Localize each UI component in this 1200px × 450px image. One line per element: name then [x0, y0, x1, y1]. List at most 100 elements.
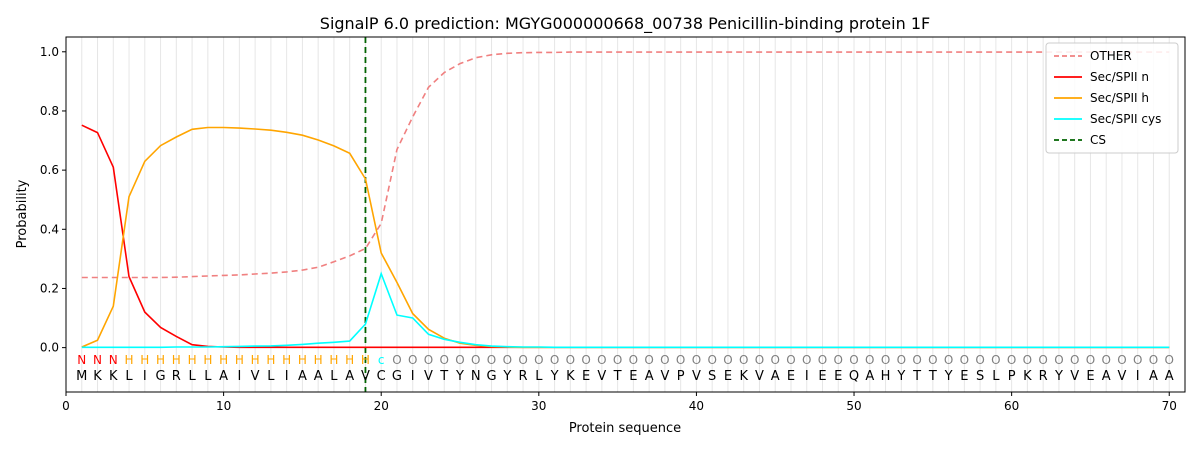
- region-label: O: [566, 353, 575, 367]
- region-label: O: [613, 353, 622, 367]
- region-label: H: [235, 353, 244, 367]
- residue-label: V: [597, 369, 606, 384]
- residue-label: A: [771, 369, 780, 384]
- residue-label: A: [298, 369, 307, 384]
- region-label: N: [77, 353, 86, 367]
- series-line-3: [81, 271, 1170, 349]
- region-label: O: [1007, 353, 1016, 367]
- residue-label: I: [805, 369, 809, 384]
- region-label: H: [188, 353, 197, 367]
- residue-label: G: [156, 369, 166, 384]
- region-label: O: [518, 353, 527, 367]
- residue-label: A: [345, 369, 354, 384]
- residue-label: P: [1008, 369, 1016, 384]
- residue-label: R: [519, 369, 528, 384]
- y-tick-label: 0.0: [40, 341, 59, 355]
- region-label: O: [692, 353, 701, 367]
- residue-label: S: [708, 369, 716, 384]
- region-label: O: [707, 353, 716, 367]
- region-label: O: [597, 353, 606, 367]
- region-label: O: [1054, 353, 1063, 367]
- region-label: H: [266, 353, 275, 367]
- region-label: O: [534, 353, 543, 367]
- residue-label: L: [188, 369, 196, 384]
- residue-label: Y: [944, 369, 953, 384]
- region-label: O: [1023, 353, 1032, 367]
- legend-label: CS: [1090, 133, 1106, 147]
- residue-label: L: [992, 369, 1000, 384]
- region-label: N: [109, 353, 118, 367]
- residue-label: V: [361, 369, 370, 384]
- residue-label: E: [787, 369, 795, 384]
- residue-label: V: [1070, 369, 1079, 384]
- residue-label: A: [1149, 369, 1158, 384]
- residue-label: T: [928, 369, 937, 384]
- legend: OTHER Sec/SPII n Sec/SPII h Sec/SPII cys CS: [1045, 42, 1179, 154]
- residue-label: L: [267, 369, 275, 384]
- residue-label: L: [535, 369, 543, 384]
- region-label: O: [770, 353, 779, 367]
- region-label: O: [834, 353, 843, 367]
- residue-label: A: [314, 369, 323, 384]
- sequence-labels: NMNKNKHLHIHGHRHLHLHAHIHVHLHIHAHAHLHAHVcC…: [76, 353, 1174, 384]
- y-axis-ticks: 0.0 0.2 0.4 0.6 0.8 1.0: [40, 45, 66, 355]
- legend-label: OTHER: [1090, 49, 1132, 63]
- series-line-0: [81, 51, 1170, 279]
- residue-label: L: [204, 369, 212, 384]
- region-label: O: [1149, 353, 1158, 367]
- region-label: H: [314, 353, 323, 367]
- region-label: O: [503, 353, 512, 367]
- x-tick-label: 50: [846, 399, 861, 413]
- residue-label: E: [582, 369, 590, 384]
- x-tick-label: 10: [216, 399, 231, 413]
- x-axis-ticks: 0 10 20 30 40 50 60 70: [62, 392, 1177, 413]
- legend-box: [1045, 42, 1179, 154]
- series-lines: [81, 51, 1170, 349]
- residue-label: I: [237, 369, 241, 384]
- residue-label: E: [960, 369, 968, 384]
- region-label: H: [251, 353, 260, 367]
- region-label: O: [755, 353, 764, 367]
- residue-label: R: [1039, 369, 1048, 384]
- region-label: O: [440, 353, 449, 367]
- y-tick-label: 1.0: [40, 45, 59, 59]
- region-label: O: [1070, 353, 1079, 367]
- residue-label: K: [1023, 369, 1032, 384]
- residue-label: E: [818, 369, 826, 384]
- residue-label: E: [1086, 369, 1094, 384]
- residue-label: A: [1102, 369, 1111, 384]
- residue-label: A: [865, 369, 874, 384]
- region-label: O: [739, 353, 748, 367]
- residue-label: K: [566, 369, 575, 384]
- region-label: O: [991, 353, 1000, 367]
- y-tick-label: 0.8: [40, 104, 59, 118]
- region-label: O: [802, 353, 811, 367]
- region-label: O: [392, 353, 401, 367]
- y-tick-label: 0.4: [40, 222, 59, 236]
- region-label: O: [1038, 353, 1047, 367]
- residue-label: I: [1136, 369, 1140, 384]
- residue-label: L: [330, 369, 338, 384]
- residue-label: Y: [455, 369, 464, 384]
- residue-label: C: [377, 369, 386, 384]
- region-label: H: [345, 353, 354, 367]
- residue-label: R: [172, 369, 181, 384]
- x-axis-label: Protein sequence: [569, 421, 681, 436]
- region-label: O: [644, 353, 653, 367]
- region-label: O: [1117, 353, 1126, 367]
- region-label: O: [1086, 353, 1095, 367]
- region-label: H: [140, 353, 149, 367]
- x-tick-label: 0: [62, 399, 70, 413]
- residue-label: E: [834, 369, 842, 384]
- region-label: H: [298, 353, 307, 367]
- legend-label: Sec/SPII h: [1090, 91, 1149, 105]
- region-label: O: [1133, 353, 1142, 367]
- region-label: O: [865, 353, 874, 367]
- residue-label: V: [660, 369, 669, 384]
- region-label: O: [581, 353, 590, 367]
- residue-label: K: [109, 369, 118, 384]
- region-label: O: [550, 353, 559, 367]
- residue-label: K: [739, 369, 748, 384]
- x-tick-label: 20: [374, 399, 389, 413]
